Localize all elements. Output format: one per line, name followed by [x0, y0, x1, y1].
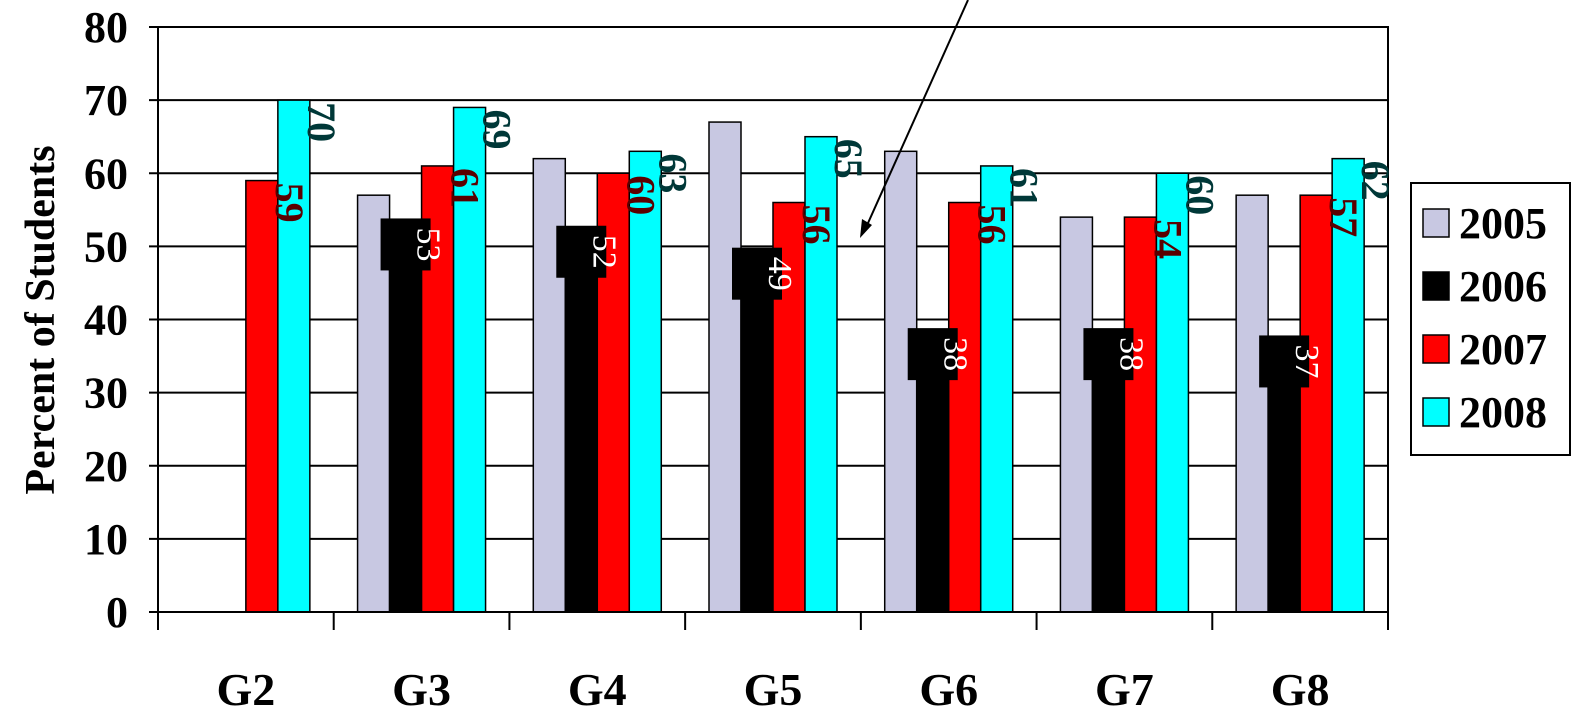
legend-swatch-2005 — [1422, 208, 1450, 238]
data-label-2008-G5: 65 — [826, 139, 871, 179]
bar-2008-G3 — [452, 106, 487, 613]
data-label-2006-G7: 38 — [1083, 328, 1149, 381]
data-labels: 53 52 49 38 38 37 59 61 60 56 56 54 57 70 69 63 65 61 60 62 — [267, 102, 1398, 388]
x-tick-label: G5 — [744, 664, 803, 715]
x-tick-label: G2 — [216, 664, 275, 715]
data-label-2006-G6: 38 — [907, 328, 974, 381]
data-label-2007-G7: 54 — [1145, 219, 1190, 259]
bar-2007-G8 — [1299, 194, 1333, 613]
data-label-box — [1083, 328, 1134, 381]
data-label-box — [732, 247, 782, 300]
y-tick-label: 30 — [84, 369, 128, 418]
bar-2008-G7 — [1155, 172, 1190, 613]
legend: 2005 2006 2007 2008 — [1410, 182, 1571, 456]
data-label-2006-G4: 52 — [556, 225, 622, 278]
data-label-2006-G8: 37 — [1259, 335, 1325, 388]
legend-swatch-2006 — [1422, 271, 1450, 301]
bar-2008-G6 — [979, 165, 1014, 613]
data-label-text: 38 — [1112, 337, 1149, 371]
y-tick-labels: 0 10 20 30 40 50 60 70 80 — [84, 3, 128, 637]
data-label-text: 53 — [410, 227, 447, 261]
y-tick-label: 50 — [84, 222, 128, 271]
bar-2007-G6 — [947, 201, 982, 613]
data-label-2008-G4: 63 — [650, 153, 695, 193]
legend-swatch-2007 — [1422, 334, 1450, 364]
bar-2006-G6 — [915, 333, 950, 613]
data-label-2006-G3: 53 — [380, 218, 447, 271]
y-axis-label: Percent of Students — [18, 145, 64, 494]
data-label-2007-G2: 59 — [267, 183, 312, 223]
data-label-text: 49 — [761, 257, 798, 291]
data-label-box — [556, 225, 607, 278]
bar-2008-G2 — [277, 99, 311, 613]
data-label-2008-G8: 62 — [1353, 161, 1398, 201]
data-label-2006-G5: 49 — [732, 247, 798, 300]
bar-2005-G6 — [883, 150, 918, 613]
data-label-2007-G4: 60 — [618, 175, 663, 215]
y-tick-label: 20 — [84, 442, 128, 491]
legend-label-2007: 2007 — [1459, 325, 1547, 374]
axes — [149, 26, 1389, 630]
data-label-text: 38 — [937, 337, 974, 371]
x-tick-label: G8 — [1271, 664, 1330, 715]
legend-label-2005: 2005 — [1459, 199, 1547, 248]
annotation-arrow-line — [863, 0, 969, 233]
bar-2008-G5 — [804, 135, 838, 613]
bar-2006-G7 — [1091, 333, 1126, 613]
annotation-arrow — [860, 0, 969, 238]
annotation-arrow-head — [860, 219, 872, 238]
legend-swatch-2008 — [1422, 397, 1450, 427]
x-tick-label: G4 — [568, 664, 627, 715]
data-label-text: 52 — [585, 235, 622, 269]
x-tick-label: G6 — [919, 664, 978, 715]
y-tick-label: 60 — [84, 149, 128, 198]
data-label-2007-G6: 56 — [970, 205, 1015, 245]
data-label-2007-G5: 56 — [794, 205, 839, 245]
data-label-2007-G8: 57 — [1321, 197, 1366, 237]
x-tick-label: G7 — [1095, 664, 1154, 715]
data-label-2008-G7: 60 — [1177, 175, 1222, 215]
data-label-box — [907, 328, 958, 381]
bar-2005-G7 — [1059, 216, 1094, 613]
data-label-box — [1259, 335, 1310, 388]
y-tick-label: 70 — [84, 76, 128, 125]
data-label-box — [380, 218, 431, 271]
bar-2008-G8 — [1331, 157, 1365, 613]
bar-2008-G4 — [628, 150, 663, 613]
bar-2006-G3 — [388, 223, 423, 613]
bar-2006-G5 — [740, 252, 774, 613]
y-tick-label: 40 — [84, 296, 128, 345]
legend-label-2006: 2006 — [1459, 262, 1547, 311]
bar-2005-G5 — [708, 121, 742, 613]
bar-2006-G4 — [564, 231, 599, 613]
y-tick-label: 0 — [106, 588, 128, 637]
bars — [245, 99, 1365, 613]
y-tick-label: 10 — [84, 515, 128, 564]
data-label-2007-G3: 61 — [443, 168, 488, 208]
bar-2007-G7 — [1123, 216, 1158, 613]
data-label-2008-G2: 70 — [299, 102, 344, 142]
bar-2005-G8 — [1235, 194, 1269, 613]
y-tick-label: 80 — [84, 3, 128, 52]
data-label-2008-G3: 69 — [475, 109, 520, 149]
x-tick-labels: G2 G3 G4 G5 G6 G7 G8 — [216, 664, 1329, 715]
data-label-text: 37 — [1288, 344, 1325, 378]
bar-2007-G2 — [245, 179, 279, 613]
x-tick-label: G3 — [392, 664, 451, 715]
data-label-2008-G6: 61 — [1002, 168, 1047, 208]
legend-label-2008: 2008 — [1459, 388, 1547, 437]
